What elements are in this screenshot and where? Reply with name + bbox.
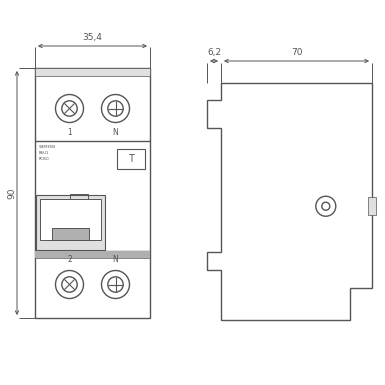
Text: N: N bbox=[113, 128, 118, 137]
Text: 70: 70 bbox=[291, 48, 302, 57]
Text: 1: 1 bbox=[67, 128, 72, 137]
Text: 90: 90 bbox=[7, 187, 17, 199]
Text: T: T bbox=[128, 154, 134, 164]
Bar bbox=[40, 199, 101, 240]
Bar bbox=[117, 149, 145, 169]
Bar bbox=[35, 251, 150, 258]
Text: 35,4: 35,4 bbox=[82, 33, 102, 42]
Bar bbox=[35, 68, 150, 76]
Text: SIEMENS: SIEMENS bbox=[39, 145, 56, 149]
Polygon shape bbox=[207, 83, 372, 320]
Bar bbox=[35, 68, 150, 318]
Text: 2: 2 bbox=[67, 255, 72, 264]
Text: N: N bbox=[113, 255, 118, 264]
Bar bbox=[36, 195, 105, 250]
Text: 6,2: 6,2 bbox=[207, 48, 221, 57]
Bar bbox=[52, 228, 89, 240]
Bar bbox=[70, 194, 87, 203]
Bar bbox=[52, 228, 89, 240]
Text: B6U1: B6U1 bbox=[39, 151, 49, 155]
Bar bbox=[368, 197, 376, 215]
Text: RCBO: RCBO bbox=[39, 157, 50, 161]
